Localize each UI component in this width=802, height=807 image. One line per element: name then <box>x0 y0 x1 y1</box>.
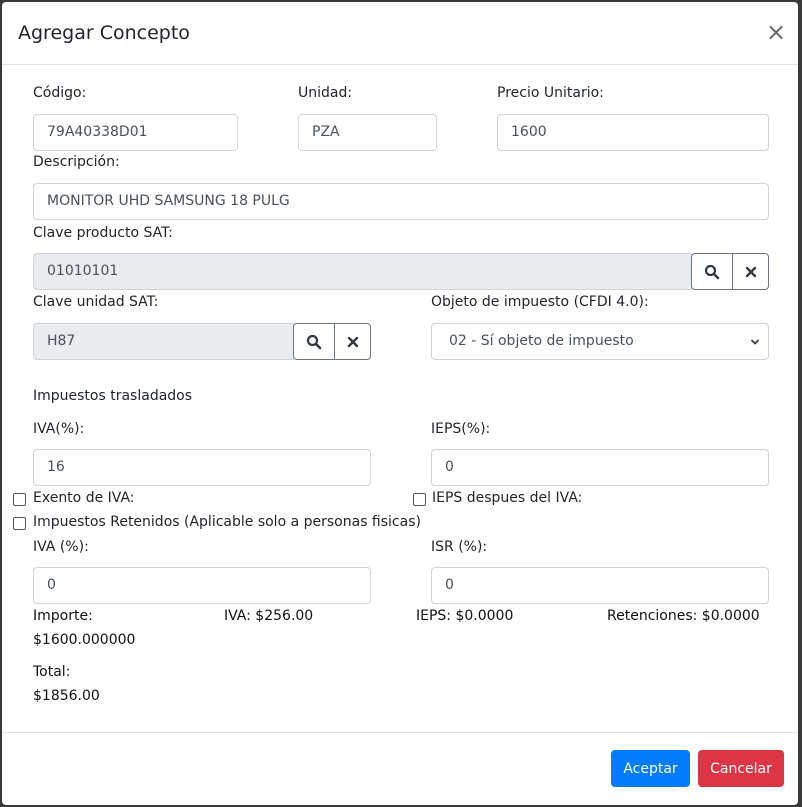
exento-iva-checkbox[interactable] <box>13 493 26 506</box>
descripcion-label: Descripción: <box>33 154 120 170</box>
codigo-label: Código: <box>33 85 87 101</box>
cancelar-button[interactable]: Cancelar <box>698 750 784 787</box>
ieps-total: IEPS: $0.0000 <box>416 608 514 624</box>
iva-total: IVA: $256.00 <box>224 608 314 624</box>
clave-producto-input[interactable]: 01010101 <box>33 253 692 290</box>
descripcion-input[interactable]: MONITOR UHD SAMSUNG 18 PULG <box>33 183 769 220</box>
total-label: Total: <box>33 664 71 680</box>
search-icon <box>704 264 720 279</box>
precio-input[interactable]: 1600 <box>497 114 769 151</box>
clave-producto-label: Clave producto SAT: <box>33 225 173 241</box>
unidad-input[interactable]: PZA <box>298 114 437 151</box>
clear-clave-unidad-button[interactable] <box>334 323 371 360</box>
clear-clave-producto-button[interactable] <box>732 253 769 290</box>
iva-ret-label: IVA (%): <box>33 539 89 555</box>
clave-unidad-label: Clave unidad SAT: <box>33 294 159 310</box>
iva-label: IVA(%): <box>33 421 85 437</box>
chevron-down-icon <box>750 338 760 345</box>
codigo-input[interactable]: 79A40338D01 <box>33 114 238 151</box>
isr-ret-input[interactable]: 0 <box>431 567 769 604</box>
ieps-despues-label: IEPS despues del IVA: <box>432 490 583 506</box>
close-icon <box>347 336 358 347</box>
retenidos-checkbox[interactable] <box>13 517 26 530</box>
aceptar-button[interactable]: Aceptar <box>611 750 690 787</box>
exento-iva-label: Exento de IVA: <box>33 490 135 506</box>
objeto-select[interactable]: 02 - Sí objeto de impuesto <box>431 323 769 360</box>
clave-unidad-input[interactable]: H87 <box>33 323 294 360</box>
iva-input[interactable]: 16 <box>33 449 371 486</box>
objeto-selected: 02 - Sí objeto de impuesto <box>449 333 634 349</box>
importe-label: Importe: <box>33 608 93 624</box>
retenidos-label: Impuestos Retenidos (Aplicable solo a pe… <box>33 514 421 530</box>
ieps-despues-checkbox[interactable] <box>413 493 426 506</box>
close-icon <box>745 266 756 277</box>
footer-divider <box>2 732 798 733</box>
trasladados-heading: Impuestos trasladados <box>33 388 193 404</box>
objeto-label: Objeto de impuesto (CFDI 4.0): <box>431 294 649 310</box>
search-clave-unidad-button[interactable] <box>293 323 335 360</box>
ieps-input[interactable]: 0 <box>431 449 769 486</box>
search-clave-producto-button[interactable] <box>691 253 733 290</box>
iva-ret-input[interactable]: 0 <box>33 567 371 604</box>
ieps-label: IEPS(%): <box>431 421 491 437</box>
isr-ret-label: ISR (%): <box>431 539 488 555</box>
modal-title: Agregar Concepto <box>18 22 190 44</box>
close-icon[interactable]: × <box>766 18 787 46</box>
unidad-label: Unidad: <box>298 85 353 101</box>
retenciones-total: Retenciones: $0.0000 <box>607 608 760 624</box>
header-divider <box>2 64 798 65</box>
total-value: $1856.00 <box>33 688 100 704</box>
importe-value: $1600.000000 <box>33 632 136 648</box>
precio-label: Precio Unitario: <box>497 85 604 101</box>
search-icon <box>306 334 322 349</box>
